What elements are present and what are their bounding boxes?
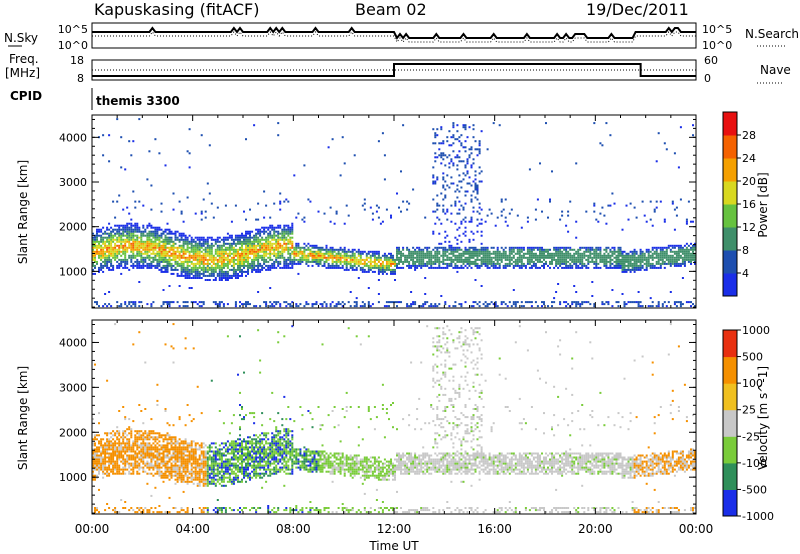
velocity-x-ticks xyxy=(91,320,697,514)
freq-tick-bottom: 8 xyxy=(77,72,84,85)
power-panel: 1000 2000 3000 4000 Slant Range [km] 4 8 12 16… xyxy=(16,111,770,309)
colorbar-tick-label: 20 xyxy=(742,175,756,188)
time-tick-label: 20:00 xyxy=(578,522,613,536)
colorbar-tick-label: 500 xyxy=(742,351,763,364)
colorbar-level xyxy=(723,227,737,251)
y-tick-label: 4000 xyxy=(59,131,87,144)
colorbar-tick-label: 28 xyxy=(742,129,756,142)
colorbar-level xyxy=(723,330,737,358)
y-tick-label: 3000 xyxy=(59,381,87,394)
y-tick-label: 2000 xyxy=(59,221,87,234)
nsearch-label: N.Search xyxy=(745,27,799,41)
date-label: 19/Dec/2011 xyxy=(586,0,689,19)
velocity-cbar-label: Velocity [m s^-1] xyxy=(756,366,770,470)
cpid-row: CPID themis 3300 xyxy=(10,88,180,110)
nsearch-tick-bottom: 10^0 xyxy=(702,39,732,52)
y-tick-label: 1000 xyxy=(59,265,87,278)
colorbar-tick-label: -100 xyxy=(742,457,767,470)
colorbar-tick-label: 8 xyxy=(742,244,749,257)
nsearch-tick-top: 10^5 xyxy=(702,23,732,36)
nsky-label: N.Sky xyxy=(4,31,38,45)
freq-label: Freq. xyxy=(9,52,39,66)
colorbar-tick-label: 4 xyxy=(742,267,749,280)
nave-tick-bottom: 0 xyxy=(704,72,711,85)
power-x-ticks xyxy=(91,115,697,308)
nave-label: Nave xyxy=(760,63,791,77)
time-tick-label: 00:00 xyxy=(75,522,110,536)
nave-tick-top: 60 xyxy=(704,54,718,67)
power-cbar-label: Power [dB] xyxy=(756,172,770,237)
y-tick-label: 3000 xyxy=(59,176,87,189)
colorbar-level xyxy=(723,273,737,297)
time-tick-label: 08:00 xyxy=(276,522,311,536)
y-tick-label: 2000 xyxy=(59,426,87,439)
colorbar-level xyxy=(723,135,737,159)
colorbar-tick-label: -25 xyxy=(742,430,760,443)
colorbar-tick-label: 100 xyxy=(742,377,763,390)
nsky-tick-top: 10^5 xyxy=(58,23,88,36)
cpid-label: CPID xyxy=(10,89,42,103)
time-axis-labels: 00:00 04:00 08:00 12:00 16:00 20:00 00:00 xyxy=(75,522,714,536)
colorbar-tick-label: -500 xyxy=(742,483,767,496)
colorbar-tick-label: 25 xyxy=(742,404,756,417)
velocity-data xyxy=(92,323,697,514)
time-axis-title: Time UT xyxy=(368,539,419,553)
colorbar-level xyxy=(723,409,737,437)
colorbar-level xyxy=(723,356,737,384)
freq-panel: Freq. [MHz] 18 8 60 0 Nave xyxy=(5,52,791,85)
freq-tick-top: 18 xyxy=(70,54,84,67)
colorbar-level xyxy=(723,181,737,205)
freq-trace xyxy=(92,63,696,77)
colorbar-tick-label: 1000 xyxy=(742,324,770,337)
colorbar-tick-label: 16 xyxy=(742,198,756,211)
colorbar-level xyxy=(723,204,737,228)
colorbar-level xyxy=(723,489,737,517)
nsearch-trace xyxy=(92,31,696,43)
colorbar-level xyxy=(723,436,737,464)
freq-unit: [MHz] xyxy=(5,66,40,80)
nsky-trace xyxy=(92,26,696,40)
time-tick-label: 12:00 xyxy=(377,522,412,536)
power-colorbar: 4 8 12 16 20 24 28 xyxy=(722,111,756,297)
time-tick-label: 04:00 xyxy=(175,522,210,536)
y-tick-label: 4000 xyxy=(59,336,87,349)
colorbar-level xyxy=(723,112,737,136)
time-tick-label: 16:00 xyxy=(477,522,512,536)
colorbar-tick-label: 12 xyxy=(742,221,756,234)
colorbar-level xyxy=(723,250,737,274)
nsky-tick-bottom: 10^0 xyxy=(58,39,88,52)
colorbar-level xyxy=(723,383,737,411)
power-y-axis: 1000 2000 3000 4000 xyxy=(59,118,696,308)
power-data xyxy=(92,118,697,308)
cpid-text: themis 3300 xyxy=(96,94,180,108)
velocity-y-axis: 1000 2000 3000 4000 xyxy=(59,323,696,514)
nsky-panel: N.Sky 10^5 10^0 10^5 10^0 N.Search xyxy=(4,22,799,52)
colorbar-tick-label: -1000 xyxy=(742,510,774,523)
velocity-colorbar: 1000 500 100 25 -25 -100 -500 -1000 xyxy=(722,324,774,523)
y-tick-label: 1000 xyxy=(59,471,87,484)
beam-label: Beam 02 xyxy=(355,0,427,19)
station-title: Kapuskasing (fitACF) xyxy=(94,0,260,19)
velocity-ylabel: Slant Range [km] xyxy=(16,366,30,470)
power-ylabel: Slant Range [km] xyxy=(16,160,30,264)
colorbar-level xyxy=(723,158,737,182)
colorbar-level xyxy=(723,462,737,490)
colorbar-tick-label: 24 xyxy=(742,152,756,165)
velocity-panel: 1000 2000 3000 4000 Slant Range [km] 1000 50… xyxy=(16,319,774,523)
time-tick-label: 00:00 xyxy=(679,522,714,536)
velocity-cbar-label: Velocity [m s^-1] xyxy=(756,366,770,470)
